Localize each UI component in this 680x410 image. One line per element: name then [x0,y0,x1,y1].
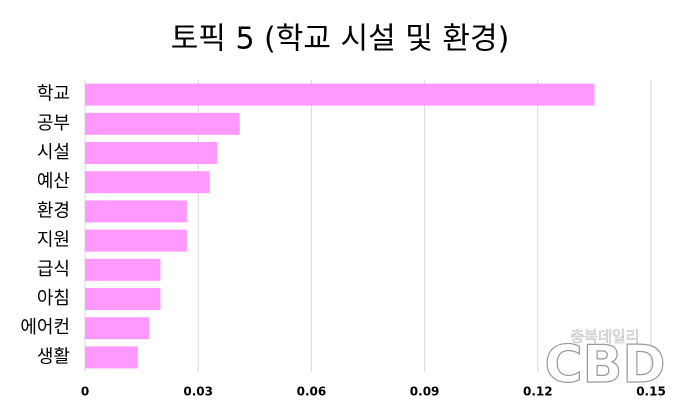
x-tick-label: 0.12 [523,385,553,399]
bar [85,229,187,252]
chart-title: 토픽 5 (학교 시설 및 환경) [171,22,510,57]
y-tick-label: 예산 [37,171,70,192]
x-tick-label: 0.06 [297,385,327,399]
bar [85,317,150,340]
watermark-large: CBD [545,335,666,395]
bar [85,171,210,194]
bar [85,112,240,135]
bar [85,200,187,223]
y-tick-label: 공부 [37,113,70,134]
y-tick-label: 환경 [37,200,70,221]
bar [85,83,595,106]
y-tick-label: 시설 [37,142,70,163]
x-tick-label: 0.03 [183,385,213,399]
y-tick-label: 생활 [37,346,70,367]
x-tick-label: 0 [81,385,89,399]
x-tick-label: 0.09 [410,385,440,399]
bar [85,258,161,281]
x-tick-label: 0.15 [636,385,666,399]
y-tick-label: 급식 [37,259,70,280]
plot-area: 0 0.03 0.06 0.09 0.12 0.15 학교공부시설예산환경지원급식아침에어컨… [20,80,666,399]
y-tick-label: 아침 [37,288,70,309]
y-tick-label: 지원 [37,230,70,251]
bar [85,346,138,369]
y-tick-label: 학교 [37,84,70,105]
bar [85,142,218,164]
bar [85,288,161,310]
y-tick-label: 에어컨 [20,317,70,338]
watermark-small: 충북데일리 [570,328,639,346]
